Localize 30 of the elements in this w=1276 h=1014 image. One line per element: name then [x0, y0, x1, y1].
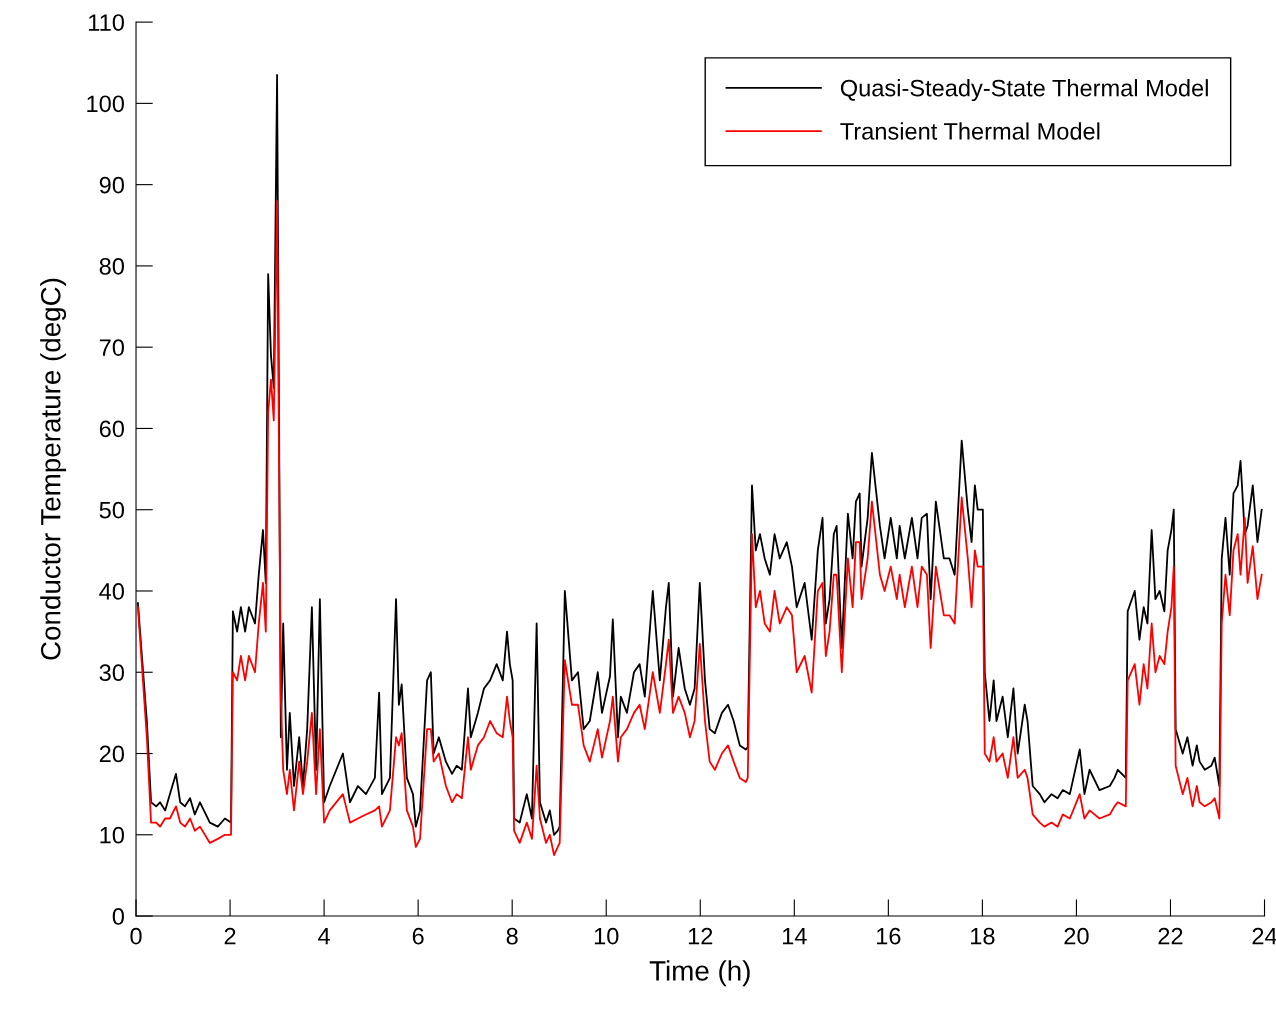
y-tick-label: 70 — [99, 339, 124, 356]
y-tick-label: 110 — [89, 14, 124, 31]
x-tick-label: 18 — [971, 927, 995, 945]
x-tick-label: 12 — [688, 927, 713, 945]
y-tick-label: 10 — [100, 826, 124, 844]
x-tick-label: 22 — [1158, 927, 1183, 945]
x-tick-label: 10 — [594, 927, 619, 945]
y-tick-label: 90 — [99, 176, 124, 194]
x-tick-label: 2 — [224, 927, 236, 945]
x-tick-label: 8 — [506, 927, 518, 945]
y-tick-label: 0 — [112, 908, 124, 925]
x-tick-label: 24 — [1252, 927, 1276, 945]
x-tick-label: 16 — [877, 927, 901, 945]
x-tick-label: 20 — [1064, 927, 1089, 945]
y-tick-label: 80 — [99, 257, 124, 275]
x-tick-label: 6 — [412, 927, 424, 945]
y-tick-label: 60 — [99, 420, 124, 438]
y-axis-title: Conductor Temperature (degC) — [40, 278, 67, 660]
x-tick-label: 0 — [130, 927, 142, 945]
x-axis-title: Time (h) — [649, 960, 750, 987]
line-series — [136, 199, 1263, 857]
y-tick-label: 50 — [99, 501, 124, 519]
y-tick-label: 100 — [87, 95, 124, 113]
x-tick-label: 4 — [318, 928, 330, 945]
y-tick-label: 40 — [99, 583, 124, 600]
y-tick-label: 30 — [99, 664, 124, 682]
legend-label: Transient Thermal Model — [840, 122, 1100, 140]
y-tick-label: 20 — [99, 745, 124, 763]
x-tick-label: 14 — [782, 928, 807, 945]
legend-label: Quasi-Steady-State Thermal Model — [840, 79, 1208, 102]
